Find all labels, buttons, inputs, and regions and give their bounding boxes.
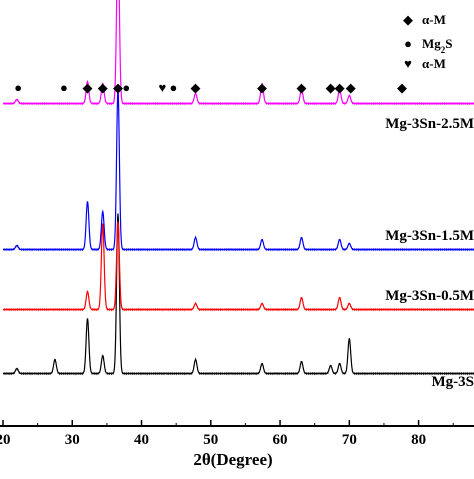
sample-label: Mg-3Sn-1.5M	[385, 228, 474, 244]
phase-marker: ●	[122, 80, 130, 95]
phase-marker: ◆	[397, 80, 407, 95]
x-axis: 20 30 40 50 60 70 80	[0, 420, 474, 448]
phase-marker: ◆	[335, 80, 345, 95]
legend-symbol: ♥	[404, 56, 412, 71]
sample-labels-layer: Mg-3S Mg-3Sn-0.5M Mg-3Sn-1.5M Mg-3Sn-2.5M	[385, 116, 474, 390]
phase-marker: ◆	[83, 80, 93, 95]
x-tick-label: 70	[342, 432, 357, 448]
phase-marker: ◆	[98, 80, 108, 95]
x-tick-label: 40	[134, 432, 149, 448]
phase-marker: ●	[14, 80, 22, 95]
phase-marker: ●	[169, 80, 177, 95]
phase-marker: ◆	[346, 80, 356, 95]
x-tick-label: 50	[203, 432, 218, 448]
sample-label: Mg-3Sn-0.5M	[385, 288, 474, 304]
phase-marker: ●	[60, 80, 68, 95]
sample-label: Mg-3Sn-2.5M	[385, 116, 474, 132]
phase-marker: ♥	[158, 80, 166, 95]
x-axis-title: 2θ(Degree)	[193, 450, 272, 469]
legend-label: α-M	[422, 12, 446, 27]
legend-label: Mg2S	[422, 36, 453, 55]
x-tick-label: 80	[411, 432, 426, 448]
x-tick-label: 20	[0, 432, 11, 448]
phase-marker: ◆	[297, 80, 307, 95]
phase-markers-layer: ◆◆◆◆◆◆◆◆◆◆●●●●♥	[14, 80, 407, 95]
x-tick-label: 30	[65, 432, 80, 448]
legend: ◆ α-M ● Mg2S ♥ α-M	[403, 12, 453, 71]
series-line	[3, 89, 474, 250]
legend-symbol: ●	[404, 36, 412, 51]
legend-symbol: ◆	[403, 12, 413, 27]
phase-marker: ◆	[257, 80, 267, 95]
sample-label: Mg-3S	[432, 374, 474, 390]
x-tick-label: 60	[273, 432, 288, 448]
phase-marker: ◆	[191, 80, 201, 95]
legend-label: α-M	[422, 56, 446, 71]
